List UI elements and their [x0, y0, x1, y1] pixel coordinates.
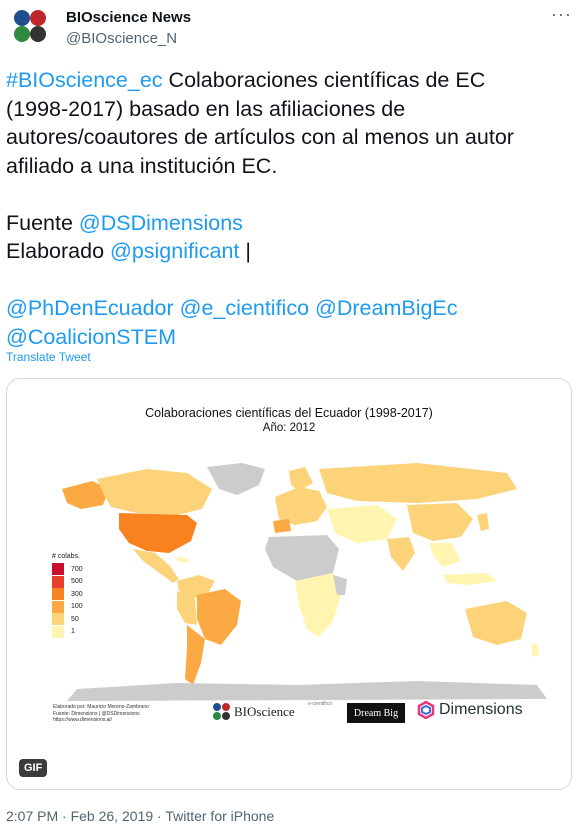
tweet-meta: 2:07 PM · Feb 26, 2019 · Twitter for iPh… [6, 808, 274, 824]
legend-item: 700 [52, 563, 83, 576]
translate-tweet-link[interactable]: Translate Tweet [6, 350, 91, 364]
tweet-media-gif[interactable]: Colaboraciones científicas del Ecuador (… [6, 378, 572, 790]
legend-label: 1 [71, 628, 75, 636]
mention-link[interactable]: @PhDenEcuador [6, 296, 174, 320]
avatar[interactable] [10, 6, 50, 46]
mention-link[interactable]: @DreamBigEc [315, 296, 458, 320]
tweet-source: Twitter for iPhone [165, 808, 275, 824]
tweet-text-line: #BIOscience_ec Colaboraciones científica… [6, 66, 576, 95]
legend-title: # colabs. [52, 553, 81, 560]
tweet-text-segment: Fuente [6, 210, 79, 235]
tweet-text-line: Fuente @DSDimensions [6, 209, 576, 238]
author-handle[interactable]: @BIOscience_N [66, 30, 178, 47]
legend-swatch [52, 563, 64, 576]
map-title: Colaboraciones científicas del Ecuador (… [145, 406, 433, 420]
tweet-text-line [6, 266, 576, 295]
legend-item: 1 [52, 625, 83, 639]
dimensions-logo-text: Dimensions [439, 701, 523, 718]
map-legend: # colabs. 700 500 300 100 50 1 [52, 553, 83, 638]
mention-link[interactable]: @DSDimensions [78, 210, 243, 235]
legend-swatch [52, 575, 64, 588]
legend-item: 300 [52, 588, 83, 601]
credit-line: https://www.dimensions.ai/ [53, 717, 112, 723]
map-credit: Elaborado por: Mauricio Moreno-Zambrano … [53, 704, 149, 724]
meta-separator: · [153, 808, 166, 824]
mention-link[interactable]: @e_cientifico [179, 296, 310, 320]
legend-swatch [52, 625, 64, 638]
tweet-text-segment: Colaboraciones científicas de EC [162, 68, 486, 92]
hashtag-link[interactable]: #BIOscience_ec [6, 68, 163, 92]
tweet-time[interactable]: 2:07 PM [6, 808, 59, 824]
mention-link[interactable]: @CoalicionSTEM [6, 324, 176, 349]
tweet-text-line: (1998-2017) basado en las afiliaciones d… [6, 95, 576, 124]
legend-item: 500 [52, 575, 83, 589]
meta-separator: · [58, 808, 71, 824]
tweet-header: BIOscience News @BIOscience_N ··· [10, 4, 576, 52]
legend-item: 50 [52, 613, 83, 626]
more-horizontal-icon[interactable]: ··· [551, 4, 572, 24]
tweet-text-line: autores/coautores de artículos con al me… [6, 123, 576, 152]
dimensions-mark-icon [417, 701, 435, 719]
legend-label: 50 [71, 615, 79, 623]
mention-link[interactable]: @psignificant [110, 239, 240, 263]
map-year: Año: 2012 [262, 422, 316, 434]
tweet-text-segment: afiliado a una institución EC. [6, 153, 278, 178]
bioscience-logo-text: BIOscience [234, 704, 295, 719]
cientifico-logo: e-cientifico [308, 701, 332, 707]
tweet-text-segment: autores/coautores de artículos con al me… [6, 125, 514, 149]
tweet-text-segment: | [239, 239, 251, 263]
credit-line: Elaborado por: Mauricio Moreno-Zambrano [53, 704, 149, 710]
tweet-text-segment: (1998-2017) basado en las afiliaciones d… [6, 96, 406, 121]
tweet-date[interactable]: Feb 26, 2019 [70, 808, 154, 824]
legend-label: 700 [71, 565, 83, 573]
legend-label: 500 [71, 578, 83, 586]
tweet-text-line: @CoalicionSTEM [6, 323, 576, 352]
credit-line: Fuente: Dimensions | @DSDimensions [53, 710, 140, 717]
legend-label: 300 [71, 590, 83, 598]
tweet-text: #BIOscience_ec Colaboraciones científica… [6, 66, 576, 351]
bioscience-logo: BIOscience [213, 703, 295, 721]
tweet-text-line [6, 180, 576, 209]
tweet-text-line: Elaborado @psignificant | [6, 237, 576, 266]
gif-badge: GIF [19, 759, 48, 777]
tweet-text-line: @PhDenEcuador @e_cientifico @DreamBigEc [6, 294, 576, 323]
dimensions-logo: Dimensions [417, 701, 523, 719]
legend-item: 100 [52, 600, 83, 614]
world-map [62, 463, 547, 701]
legend-swatch [52, 588, 64, 601]
legend-swatch [52, 613, 64, 626]
legend-label: 100 [71, 603, 83, 611]
dreambig-logo: Dream Big [347, 703, 405, 723]
tweet-text-line: afiliado a una institución EC. [6, 152, 576, 181]
bioscience-dots-icon [213, 703, 231, 721]
author-name[interactable]: BIOscience News [66, 9, 192, 26]
legend-swatch [52, 600, 64, 613]
tweet-text-segment: Elaborado [6, 239, 110, 263]
